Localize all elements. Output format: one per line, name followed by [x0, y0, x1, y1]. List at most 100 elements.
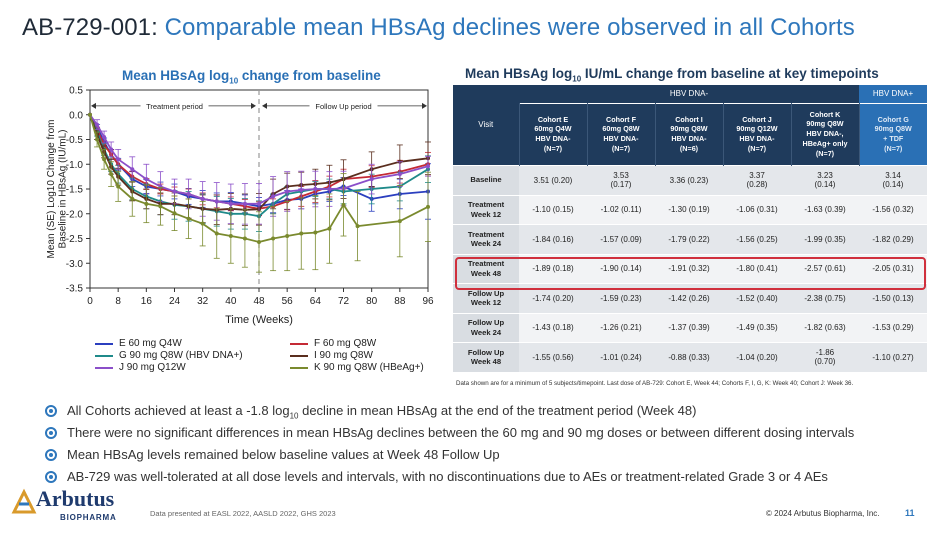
- bullet-text: Mean HBsAg levels remained below baselin…: [67, 447, 500, 462]
- table-cell: -1.10 (0.15): [519, 195, 587, 225]
- y-tick-label: -3.0: [66, 259, 84, 270]
- table-cell: -1.01 (0.24): [587, 342, 655, 372]
- x-axis-title: Time (Weeks): [225, 314, 293, 326]
- x-tick-label: 64: [310, 296, 322, 307]
- legend-swatch-f: [290, 342, 308, 345]
- legend-swatch-k: [290, 366, 308, 369]
- table-title-after: IU/mL change from baseline at key timepo…: [581, 66, 879, 81]
- chart-subtitle-before: Mean HBsAg log: [122, 68, 230, 83]
- point-k: [313, 230, 318, 235]
- x-tick-label: 88: [394, 296, 406, 307]
- x-tick-label: 80: [366, 296, 378, 307]
- cohort-header: Cohort G 90mg Q8W + TDF (N=7): [858, 103, 927, 165]
- legend-swatch-i: [290, 354, 308, 357]
- point-k: [130, 196, 135, 201]
- point-j: [200, 196, 205, 201]
- legend-item-j: J 90 mg Q12W: [95, 362, 186, 373]
- table-cell: -1.79 (0.22): [655, 224, 723, 254]
- series-line-j: [89, 114, 429, 205]
- y-tick-label: 0.5: [69, 86, 83, 97]
- bullet-circle-icon: [45, 427, 57, 439]
- point-k: [200, 221, 205, 226]
- table-cell: 3.51 (0.20): [519, 165, 587, 195]
- point-j: [242, 201, 247, 206]
- point-j: [271, 194, 276, 199]
- bullet-circle-icon: [45, 471, 57, 483]
- followup-label-bg: [309, 98, 378, 111]
- x-tick-label: 56: [282, 296, 294, 307]
- point-k: [186, 216, 191, 221]
- x-tick-label: 40: [225, 296, 237, 307]
- legend-item-g: G 90 mg Q8W (HBV DNA+): [95, 350, 243, 361]
- treatment-arrow-head-left: [91, 102, 96, 109]
- point-j: [327, 187, 332, 191]
- legend-label-i: I 90 mg Q8W: [314, 350, 373, 361]
- row-label: Baseline: [453, 165, 519, 195]
- page-number: 11: [905, 508, 915, 518]
- point-k: [102, 157, 107, 162]
- row-label: Follow Up Week 24: [453, 313, 519, 343]
- table-cell: -1.99 (0.35): [791, 224, 859, 254]
- point-k: [158, 204, 163, 209]
- bullet-item: Mean HBsAg levels remained below baselin…: [45, 446, 945, 468]
- point-j: [397, 172, 402, 177]
- bullet-text: There were no significant differences in…: [67, 425, 855, 440]
- logo-mark-icon: [11, 488, 37, 514]
- point-k: [109, 172, 114, 177]
- table-note: Data shown are for a minimum of 5 subjec…: [456, 380, 854, 387]
- y-axis-title: Mean (SE) Log10 Change fromBaseline in H…: [46, 120, 69, 259]
- x-tick-label: 48: [253, 296, 265, 307]
- point-k: [299, 231, 304, 236]
- cohort-header: Cohort I 90mg Q8W HBV DNA- (N=6): [654, 103, 723, 165]
- table-cell: -1.57 (0.09): [587, 224, 655, 254]
- y-tick-label: -2.5: [66, 234, 84, 245]
- table-cell: 3.14 (0.14): [859, 165, 927, 195]
- table-cell: -1.56 (0.32): [859, 195, 927, 225]
- cohort-header: Cohort E 60mg Q4W HBV DNA- (N=7): [518, 103, 587, 165]
- table-row: Treatment Week 12 -1.10 (0.15) -1.02 (0.11)…: [453, 195, 927, 225]
- table-cell: -1.53 (0.29): [859, 313, 927, 343]
- bullet-circle-icon: [45, 405, 57, 417]
- x-tick-label: 32: [197, 296, 209, 307]
- week48-highlight: [455, 257, 926, 290]
- table-cell: -1.55 (0.56): [519, 342, 587, 372]
- hbv-dna-positive-header: HBV DNA+: [859, 85, 927, 103]
- table-cell: -1.49 (0.35): [723, 313, 791, 343]
- x-tick-label: 96: [422, 296, 434, 307]
- point-k: [397, 219, 402, 224]
- cohort-header: Cohort F 60mg Q8W HBV DNA- (N=7): [586, 103, 655, 165]
- point-j: [426, 164, 430, 169]
- bullet-subscript: 10: [289, 411, 299, 421]
- point-j: [369, 177, 374, 182]
- point-k: [95, 137, 100, 142]
- point-j: [214, 199, 219, 204]
- table-cell: -1.43 (0.18): [519, 313, 587, 343]
- y-tick-label: -0.5: [66, 135, 84, 146]
- bullet-text: All Cohorts achieved at least a -1.8 log: [67, 403, 290, 418]
- table-cell: -1.06 (0.31): [723, 195, 791, 225]
- x-tick-label: 0: [87, 296, 93, 307]
- row-label: Treatment Week 12: [453, 195, 519, 225]
- slide-title: AB-729-001: Comparable mean HBsAg declin…: [22, 14, 855, 42]
- point-j: [109, 147, 114, 152]
- y-tick-label: -1.5: [66, 185, 84, 196]
- followup-arrow-head-right: [422, 102, 427, 109]
- followup-arrow-head-left: [262, 102, 267, 109]
- table-cell: -1.10 (0.27): [859, 342, 927, 372]
- bullet-text: AB-729 was well-tolerated at all dose le…: [67, 469, 828, 484]
- legend-swatch-j: [95, 366, 113, 369]
- title-main: Comparable mean HBsAg declines were obse…: [164, 14, 855, 41]
- table-cell: -1.82 (0.63): [791, 313, 859, 343]
- chart-subtitle: Mean HBsAg log10 change from baseline: [122, 68, 381, 86]
- table-row: Follow Up Week 48 -1.55 (0.56) -1.01 (0.24)…: [453, 342, 927, 372]
- chart-subtitle-sub: 10: [229, 76, 239, 86]
- treatment-arrow-head-right: [251, 102, 256, 109]
- table-cell: -1.86 (0.70): [791, 342, 859, 372]
- point-k: [257, 239, 261, 244]
- bullet-list: All Cohorts achieved at least a -1.8 log…: [45, 402, 945, 490]
- x-tick-label: 8: [115, 296, 121, 307]
- arbutus-logo: Arbutus BIOPHARMA: [10, 486, 130, 526]
- bullet-item: There were no significant differences in…: [45, 424, 945, 446]
- point-k: [228, 234, 233, 239]
- table-cell: 3.36 (0.23): [655, 165, 723, 195]
